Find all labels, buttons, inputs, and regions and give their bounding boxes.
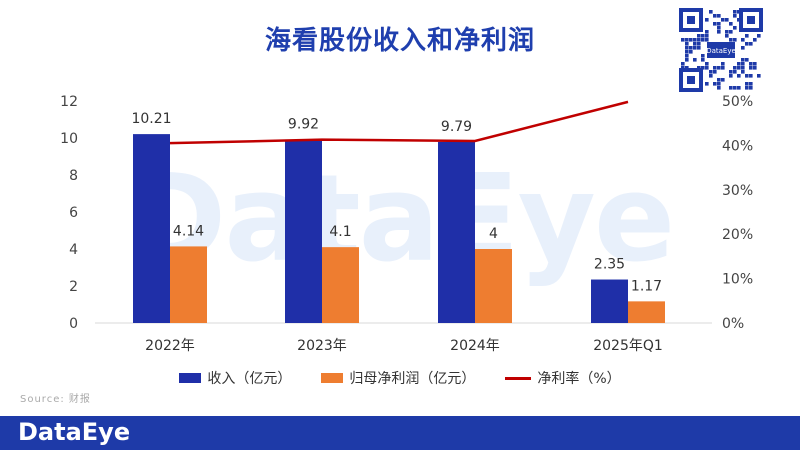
revenue-bar <box>285 139 322 323</box>
profit-bar-label: 4.1 <box>329 224 351 240</box>
x-tick-label: 2025年Q1 <box>593 338 663 354</box>
y-left-tick: 2 <box>69 279 78 295</box>
y-right-tick: 20% <box>722 227 753 243</box>
revenue-bar-label: 9.92 <box>288 116 319 132</box>
y-left-tick: 10 <box>60 131 78 147</box>
x-tick-label: 2024年 <box>450 338 500 354</box>
margin-line <box>169 100 629 145</box>
y-left-tick: 12 <box>60 94 78 110</box>
y-right-tick: 50% <box>722 94 753 110</box>
qr-code: DataEye <box>679 8 763 92</box>
profit-bar-label: 4.14 <box>173 223 204 239</box>
x-tick-label: 2022年 <box>145 338 195 354</box>
profit-bar-label: 4 <box>489 226 498 242</box>
revenue-bar <box>591 279 628 323</box>
y-left-tick: 0 <box>69 316 78 332</box>
profit-bar <box>628 301 665 323</box>
revenue-bar-label: 2.35 <box>594 257 625 273</box>
qr-center-label: DataEye <box>706 47 736 55</box>
y-right-tick: 40% <box>722 138 753 154</box>
profit-bar <box>322 247 359 323</box>
revenue-bar <box>133 134 170 323</box>
profit-bar <box>475 249 512 323</box>
y-left-tick: 4 <box>69 242 78 258</box>
legend-swatch-profit <box>321 373 344 383</box>
revenue-bar <box>438 141 475 323</box>
profit-bar <box>170 246 207 323</box>
y-right-tick: 10% <box>722 272 753 288</box>
legend-swatch-revenue <box>179 373 202 383</box>
revenue-bar-label: 9.79 <box>441 119 472 135</box>
legend: 收入（亿元） 归母净利润（亿元） 净利率（%） <box>0 368 800 388</box>
legend-item-margin: 净利率（%） <box>505 368 621 388</box>
revenue-bar-label: 10.21 <box>131 111 171 127</box>
y-left-tick: 8 <box>69 168 78 184</box>
y-left-tick: 6 <box>69 205 78 221</box>
watermark: DataEye <box>126 150 676 289</box>
footer-brand-logo: DataEye <box>18 418 131 446</box>
y-right-tick: 30% <box>722 183 753 199</box>
source-note: Source: 财报 <box>20 394 91 405</box>
x-tick-label: 2023年 <box>297 338 347 354</box>
legend-label-revenue: 收入（亿元） <box>207 371 292 387</box>
y-right-tick: 0% <box>722 316 744 332</box>
profit-bar-label: 1.17 <box>631 278 662 294</box>
legend-item-profit: 归母净利润（亿元） <box>321 368 475 388</box>
legend-item-revenue: 收入（亿元） <box>179 368 291 388</box>
legend-swatch-margin <box>505 376 532 380</box>
chart-title: 海看股份收入和净利润 <box>264 26 535 56</box>
footer-bar: DataEye <box>0 416 800 450</box>
legend-label-margin: 净利率（%） <box>537 371 621 387</box>
legend-label-profit: 归母净利润（亿元） <box>349 371 476 387</box>
